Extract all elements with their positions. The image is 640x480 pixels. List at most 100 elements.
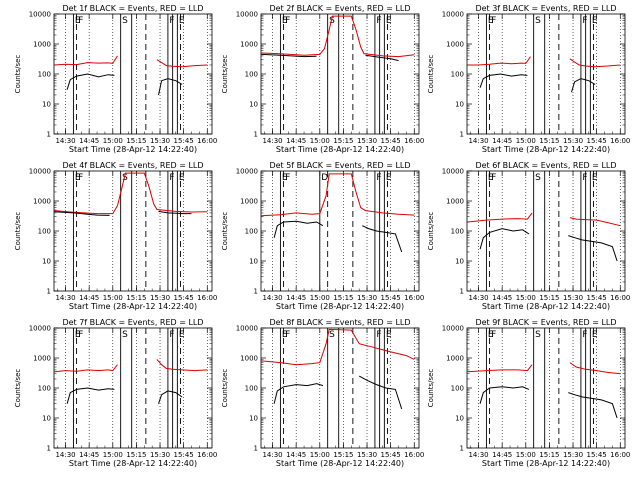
series-lld-line: [54, 55, 118, 66]
marker-label: E: [386, 330, 392, 340]
x-axis-label: Start Time (28-Apr-12 14:22:40): [69, 459, 197, 468]
series-lld-line: [156, 59, 208, 68]
y-tick-label: 1000: [240, 198, 258, 206]
plot-frame: [53, 327, 213, 449]
marker-label: E: [75, 16, 81, 26]
marker-label: E: [386, 16, 392, 26]
series-events-line: [261, 53, 317, 58]
series-events-line: [158, 210, 192, 215]
x-tick-label: 14:30: [468, 294, 488, 302]
panel-det-5: Det 5f BLACK = Events, RED = LLD 1 10 100 10…: [221, 161, 424, 311]
series-lld-line: [54, 364, 118, 373]
y-axis-label: Counts/sec: [427, 212, 435, 251]
x-tick-label: 15:30: [563, 137, 583, 145]
x-tick-label: 14:30: [468, 451, 488, 459]
y-axis-label: Counts/sec: [221, 369, 229, 408]
series-events-line: [66, 387, 115, 404]
plot-frame: [53, 13, 213, 135]
plot-frame: [53, 170, 213, 292]
x-axis-label: Start Time (28-Apr-12 14:22:40): [69, 302, 197, 311]
series-events-line: [479, 228, 530, 250]
y-tick-label: 10: [249, 415, 258, 423]
x-tick-label: 14:45: [286, 294, 306, 302]
plot-frame: [260, 13, 420, 135]
y-tick-label: 100: [245, 228, 258, 236]
x-tick-label: 16:00: [404, 137, 424, 145]
series-lld-line: [156, 359, 208, 372]
x-tick-label: 15:00: [103, 451, 123, 459]
marker-label: E: [179, 173, 185, 183]
x-tick-label: 15:00: [310, 451, 330, 459]
series-events-line: [54, 211, 110, 216]
series-group: [54, 359, 208, 404]
y-tick-label: 100: [38, 385, 51, 393]
panel-title: Det 2f BLACK = Events, RED = LLD: [269, 4, 410, 13]
x-tick-label: 15:30: [357, 294, 377, 302]
panel-det-9: Det 9f BLACK = Events, RED = LLD 1 10 100 10…: [427, 318, 630, 468]
marker-label: E: [282, 16, 288, 26]
x-tick-label: 15:15: [126, 137, 146, 145]
x-tick-label: 14:30: [468, 137, 488, 145]
series-events-line: [273, 220, 324, 238]
marker-label: E: [179, 16, 185, 26]
marker-label: F: [491, 330, 496, 340]
panel-title: Det 4f BLACK = Events, RED = LLD: [62, 161, 203, 170]
marker-label: D: [321, 173, 328, 183]
x-tick-label: 15:45: [381, 137, 401, 145]
marker-label: F: [169, 16, 174, 26]
marker-label: S: [329, 330, 335, 340]
y-axis-label: Counts/sec: [14, 369, 22, 408]
y-tick-label: 1000: [446, 355, 464, 363]
x-tick-label: 16:00: [610, 451, 630, 459]
x-tick-label: 15:15: [333, 137, 353, 145]
series-events-line: [479, 73, 528, 88]
y-tick-label: 100: [451, 228, 464, 236]
series-lld-line: [261, 328, 415, 366]
x-tick-label: 14:45: [286, 451, 306, 459]
y-tick-label: 100: [451, 71, 464, 79]
x-tick-label: 14:30: [55, 294, 75, 302]
y-tick-label: 10000: [442, 168, 464, 176]
y-tick-label: 10000: [29, 11, 51, 19]
marker-label: S: [122, 330, 128, 340]
x-tick-label: 15:30: [357, 451, 377, 459]
marker-label: E: [386, 173, 392, 183]
plot-frame: [260, 170, 420, 292]
x-tick-label: 15:15: [126, 451, 146, 459]
y-tick-label: 10000: [236, 325, 258, 333]
x-tick-label: 15:30: [150, 294, 170, 302]
y-tick-label: 10000: [29, 168, 51, 176]
series-group: [467, 212, 621, 262]
x-tick-label: 14:45: [286, 137, 306, 145]
series-lld-line: [467, 212, 533, 223]
x-tick-label: 15:15: [539, 451, 559, 459]
marker-label: S: [535, 16, 541, 26]
y-tick-label: 10000: [236, 168, 258, 176]
y-axis-label: Counts/sec: [14, 212, 22, 251]
y-tick-label: 100: [451, 385, 464, 393]
x-tick-label: 15:15: [126, 294, 146, 302]
panel-title: Det 6f BLACK = Events, RED = LLD: [475, 161, 616, 170]
panel-title: Det 9f BLACK = Events, RED = LLD: [475, 318, 616, 327]
x-tick-label: 15:45: [587, 137, 607, 145]
marker-label: E: [488, 16, 494, 26]
marker-label: E: [75, 330, 81, 340]
series-group: [54, 172, 208, 216]
x-tick-label: 14:30: [262, 294, 282, 302]
y-tick-label: 1: [47, 131, 51, 139]
marker-label: F: [78, 16, 83, 26]
y-tick-label: 1: [460, 445, 464, 453]
x-tick-label: 15:45: [587, 294, 607, 302]
y-tick-label: 1: [47, 288, 51, 296]
y-tick-label: 10: [42, 101, 51, 109]
x-tick-label: 15:45: [587, 451, 607, 459]
x-tick-label: 16:00: [197, 451, 217, 459]
y-tick-label: 1000: [446, 198, 464, 206]
x-axis-label: Start Time (28-Apr-12 14:22:40): [482, 145, 610, 154]
x-tick-label: 15:00: [103, 137, 123, 145]
y-tick-label: 100: [245, 385, 258, 393]
marker-label: F: [582, 16, 587, 26]
x-tick-label: 15:30: [150, 137, 170, 145]
marker-label: F: [376, 16, 381, 26]
marker-label: E: [282, 173, 288, 183]
